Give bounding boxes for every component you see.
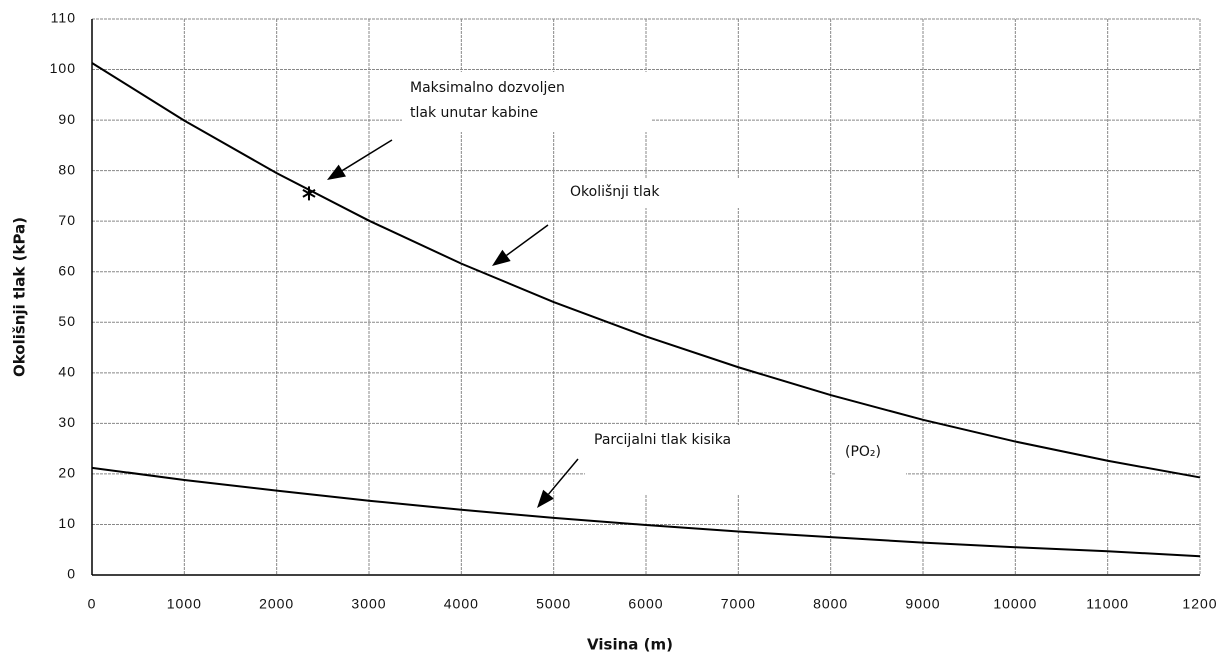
x-axis-title: Visina (m)	[587, 636, 673, 654]
x-tick-label: 8000	[813, 596, 848, 612]
arrow-head	[492, 249, 511, 266]
annotation-background	[560, 178, 805, 208]
x-tick-label: 1000	[167, 596, 202, 612]
y-tick-label: 80	[58, 161, 76, 177]
x-tick-label: 1200	[1182, 596, 1217, 612]
annotation: Parcijalni tlak kisika	[594, 432, 731, 448]
arrow-shaft	[341, 139, 393, 172]
y-tick-label: 50	[58, 313, 76, 329]
y-tick-label: 10	[58, 515, 76, 531]
x-tick-label: 10000	[993, 596, 1037, 612]
x-tick-label: 3000	[351, 596, 386, 612]
arrow-shaft	[547, 458, 579, 495]
x-tick-label: 6000	[628, 596, 663, 612]
annotation-background	[836, 435, 906, 480]
annotation: Okolišnji tlak	[570, 184, 660, 200]
y-tick-label: 40	[58, 364, 76, 380]
x-tick-label: 4000	[444, 596, 479, 612]
x-tick-label: 2000	[259, 596, 294, 612]
y-tick-label: 60	[58, 262, 76, 278]
y-tick-label: 30	[58, 414, 76, 430]
annotation: tlak unutar kabine	[410, 105, 538, 121]
annotation: (PO₂)	[845, 444, 881, 460]
line	[91, 62, 1201, 479]
marker	[302, 186, 316, 201]
annotation-background	[585, 425, 830, 495]
y-axis-title: Okolišnji tlak (kPa)	[11, 217, 29, 377]
arrow-head	[537, 489, 554, 508]
marker-stroke	[302, 189, 316, 198]
line	[91, 466, 1201, 558]
annotation-background	[402, 72, 652, 132]
x-tick-label: 5000	[536, 596, 571, 612]
x-tick-label: 11000	[1086, 596, 1129, 612]
x-tick-label: 9000	[905, 596, 940, 612]
y-tick-label: 100	[50, 60, 76, 76]
y-tick-label: 110	[51, 10, 76, 26]
arrow-head	[327, 164, 346, 180]
annotation: Maksimalno dozvoljen	[410, 80, 565, 96]
y-tick-label: 70	[58, 212, 76, 228]
y-tick-label: 0	[67, 566, 76, 582]
x-tick-label: 7000	[721, 596, 756, 612]
x-tick-label: 0	[88, 596, 97, 612]
y-tick-label: 90	[58, 111, 76, 127]
arrow-shaft	[506, 224, 549, 256]
y-tick-label: 20	[58, 465, 76, 481]
